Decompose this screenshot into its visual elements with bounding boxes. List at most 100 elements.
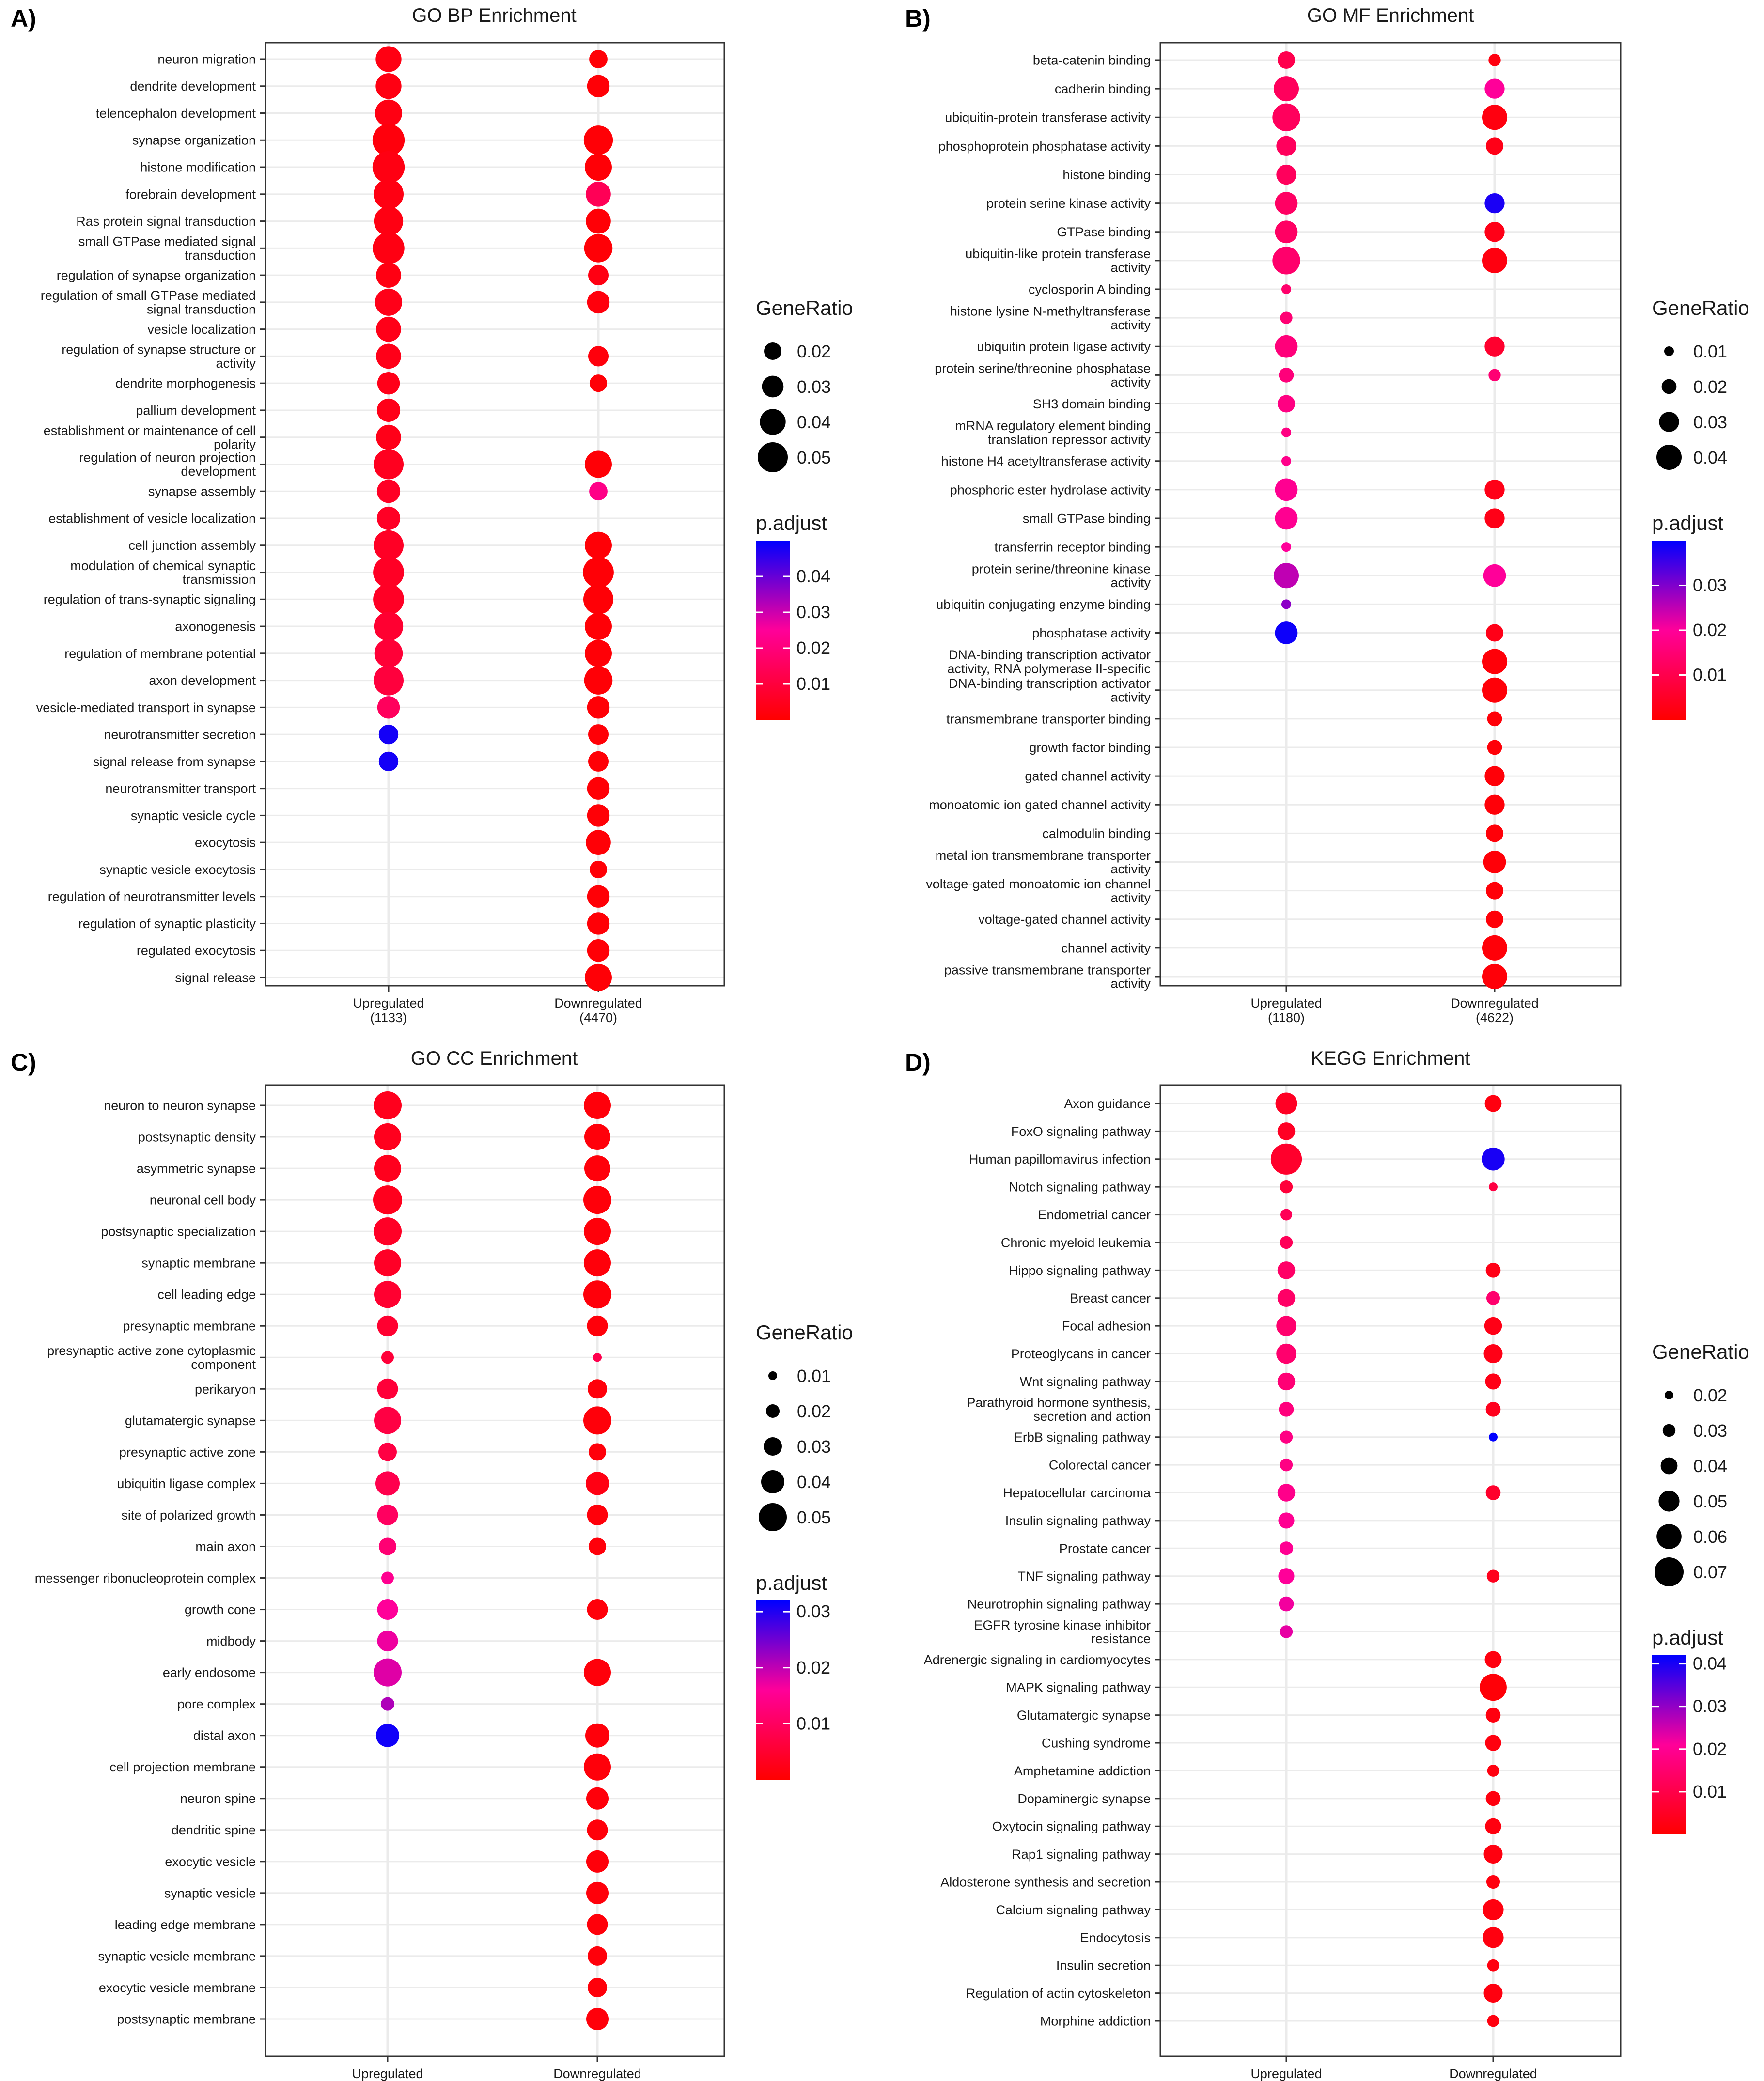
data-point [586,1787,609,1810]
plot-background [265,1085,724,2056]
y-tick-label: transmission [182,572,256,587]
data-point [1485,1708,1501,1723]
y-tick-label: exocytic vesicle membrane [99,1980,256,1995]
data-point [1277,1261,1296,1279]
y-tick-label: establishment or maintenance of cell [44,423,256,438]
legend-colorbar-label: 0.02 [796,638,830,658]
y-tick-label: activity [1110,862,1151,876]
data-point [586,1472,609,1495]
data-point [1486,882,1503,900]
y-tick-label: activity [1110,690,1151,704]
legend-colorbar-label: 0.03 [1693,1696,1727,1716]
y-tick-label: cyclosporin A binding [1029,282,1151,296]
y-tick-label: activity [1110,890,1151,905]
y-tick-label: establishment of vesicle localization [48,511,256,526]
y-tick-label: neuron migration [157,52,256,66]
data-point [1274,563,1299,589]
data-point [1276,136,1296,156]
legend-title: GeneRatio [1652,1340,1749,1363]
y-tick-label: cell junction assembly [128,538,256,553]
panel-letter: B) [905,5,931,32]
data-point [587,804,610,827]
data-point [377,1599,398,1620]
data-point [374,1155,401,1182]
x-tick-label: Downregulated [554,996,642,1010]
y-tick-label: Breast cancer [1070,1291,1151,1305]
legend-size-label: 0.04 [797,412,831,432]
legend-size-label: 0.07 [1693,1562,1727,1582]
y-tick-label: telencephalon development [96,106,256,121]
y-tick-label: neuron to neuron synapse [104,1098,256,1113]
y-tick-label: regulation of synaptic plasticity [78,916,256,931]
data-point [1484,1317,1502,1335]
x-tick-label: (4622) [1476,1010,1514,1025]
data-point [374,530,404,560]
data-point [1275,1092,1297,1115]
y-tick-label: DNA-binding transcription activator [949,676,1151,691]
legend-colorbar-label: 0.02 [1693,620,1727,640]
data-point [1280,1625,1293,1638]
y-tick-label: synaptic vesicle membrane [98,1949,256,1963]
data-point [374,1281,401,1308]
data-point [588,724,609,745]
y-tick-label: regulation of neurotransmitter levels [48,889,256,904]
y-tick-label: Endocytosis [1080,1930,1151,1945]
data-point [583,584,613,615]
x-tick-label: Upregulated [353,996,424,1010]
y-tick-label: resistance [1091,1631,1151,1646]
y-tick-label: exocytic vesicle [165,1854,256,1869]
legend-generatio: GeneRatio 0.01 0.02 0.03 0.04 0.05 [756,1321,853,1531]
legend-generatio: GeneRatio 0.02 0.03 0.04 0.05 [756,296,853,472]
data-point [375,1471,400,1496]
x-tick-label: Downregulated [1449,2066,1537,2081]
data-point [1281,284,1291,294]
data-point [1278,1512,1295,1529]
data-point [1480,1674,1507,1701]
data-point [374,1217,402,1246]
y-tick-label: passive transmembrane transporter [944,963,1151,977]
y-tick-label: Oxytocin signaling pathway [992,1819,1151,1834]
legend-colorbar-label: 0.03 [796,602,830,622]
data-point [1487,740,1502,755]
data-point [1484,1651,1502,1668]
data-point [375,99,402,127]
data-point [1280,311,1293,324]
plot-background [1160,1085,1621,2056]
data-point [377,696,400,719]
data-point [1484,508,1505,528]
data-point [583,1406,611,1435]
y-tick-label: regulation of trans-synaptic signaling [44,592,256,607]
data-point [584,1124,610,1150]
data-point [585,1723,609,1748]
x-tick-label: Upregulated [1250,996,1322,1010]
data-point [377,1504,398,1525]
data-point [1272,103,1300,131]
y-tick-label: ubiquitin protein ligase activity [977,340,1151,354]
legend-colorbar-label: 0.02 [1693,1739,1727,1759]
y-tick-label: pallium development [136,403,256,418]
panel-title: GO MF Enrichment [1307,5,1474,26]
data-point [1272,247,1300,275]
legend-size-dot [760,409,786,435]
x-tick-label: (1180) [1268,1010,1305,1025]
data-point [584,1218,611,1245]
y-tick-label: main axon [195,1539,256,1554]
y-tick-label: axon development [149,673,256,688]
data-point [379,1537,396,1555]
data-point [1485,1485,1501,1500]
data-point [1281,427,1291,437]
data-point [374,665,404,696]
y-tick-label: ubiquitin-protein transferase activity [945,110,1151,125]
y-tick-label: ubiquitin-like protein transferase [965,247,1151,261]
y-tick-label: DNA-binding transcription activator [949,648,1151,662]
data-point [587,777,610,800]
data-point [1485,1263,1501,1278]
plot-background [265,43,724,986]
legend-size-label: 0.03 [797,1437,831,1457]
data-point [1484,78,1505,99]
legend-size-label: 0.04 [797,1472,831,1492]
y-tick-label: modulation of chemical synaptic [70,559,256,573]
x-tick-label: Upregulated [352,2066,423,2081]
y-tick-label: asymmetric synapse [137,1162,256,1176]
y-tick-label: cell projection membrane [109,1760,256,1774]
